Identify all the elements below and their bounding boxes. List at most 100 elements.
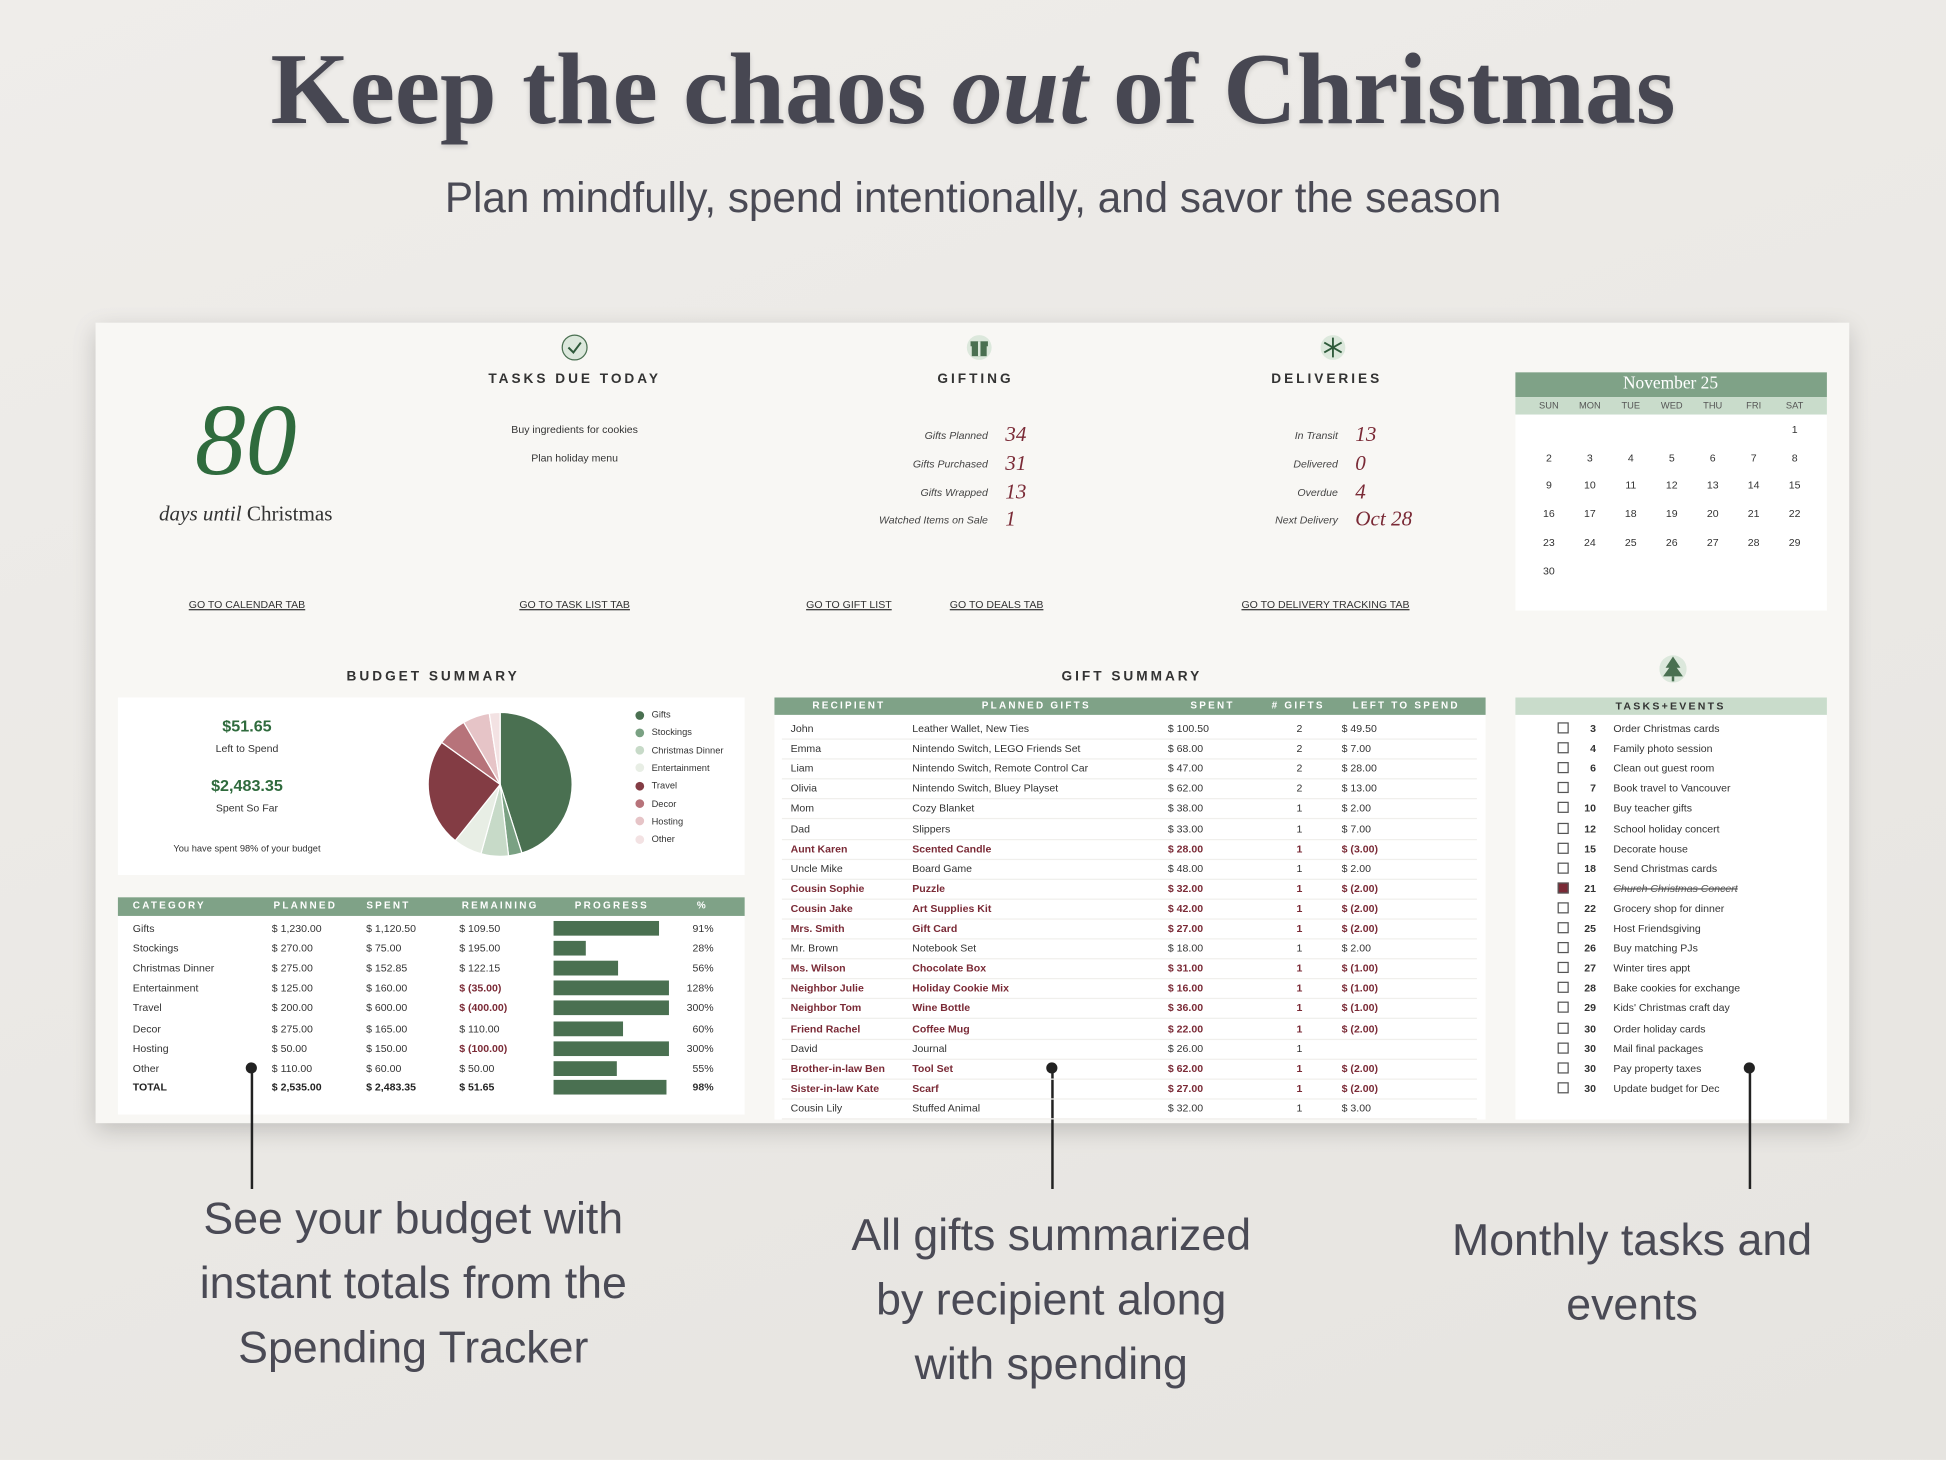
table-cell: $ (3.00) — [1341, 841, 1378, 855]
task-checkbox[interactable] — [1557, 922, 1569, 934]
stat-label: Gifts Purchased — [912, 457, 988, 470]
task-checkbox[interactable] — [1557, 942, 1569, 954]
calendar-day: 27 — [1706, 535, 1719, 549]
snowflake-icon — [1320, 335, 1346, 360]
task-checkbox[interactable] — [1557, 762, 1569, 774]
summary-value: $51.65 — [222, 716, 272, 736]
table-cell: Other — [132, 1061, 160, 1075]
calendar-weekday: SUN — [1539, 399, 1559, 412]
calendar-title: November 25 — [1622, 374, 1719, 394]
stat-value: 1 — [1005, 507, 1016, 532]
link[interactable]: GO TO CALENDAR TAB — [188, 597, 306, 611]
table-cell: $ (100.00) — [459, 1041, 508, 1055]
task-day: 30 — [1584, 1081, 1597, 1095]
task-checkbox[interactable] — [1557, 862, 1569, 874]
calendar-day: 20 — [1706, 507, 1719, 520]
callout-text: Spending Tracker — [238, 1321, 589, 1373]
task-checkbox[interactable] — [1557, 1022, 1569, 1034]
task-text: Book travel to Vancouver — [1613, 781, 1731, 795]
table-cell: $ 32.00 — [1167, 1101, 1204, 1115]
table-cell: Notebook Set — [912, 941, 977, 955]
task-checkbox[interactable] — [1557, 822, 1569, 834]
task-checkbox[interactable] — [1557, 962, 1569, 974]
table-cell: 1 — [1296, 901, 1303, 915]
task-text: Clean out guest room — [1613, 761, 1715, 775]
table-cell: $ 49.50 — [1341, 722, 1377, 735]
task-checkbox[interactable] — [1557, 882, 1569, 894]
task-text: Decorate house — [1613, 841, 1688, 855]
task-text: Order Christmas cards — [1613, 722, 1720, 735]
table-cell: $ 2,483.35 — [366, 1080, 417, 1094]
task-day: 12 — [1584, 821, 1597, 835]
table-cell: Scented Candle — [912, 841, 992, 855]
link[interactable]: GO TO TASK LIST TAB — [519, 597, 630, 611]
link[interactable]: GO TO DELIVERY TRACKING TAB — [1241, 597, 1410, 611]
table-cell: $ 36.00 — [1167, 1001, 1204, 1015]
calendar-day: 21 — [1747, 507, 1760, 520]
progress-track — [553, 980, 669, 996]
task-checkbox[interactable] — [1557, 742, 1569, 754]
calendar-header — [1515, 372, 1827, 398]
title-part: of Christmas — [1112, 32, 1676, 146]
calendar-day: 8 — [1791, 451, 1798, 464]
task-checkbox[interactable] — [1557, 1081, 1569, 1094]
table-cell: $ 27.00 — [1167, 921, 1204, 935]
task-due-item: Plan holiday menu — [531, 451, 619, 464]
table-cell: Cozy Blanket — [912, 801, 975, 815]
calendar-weekday: THU — [1703, 399, 1723, 412]
progress-percent: 60% — [692, 1021, 714, 1035]
task-day: 30 — [1584, 1041, 1597, 1055]
legend-label: Travel — [651, 779, 678, 792]
table-cell: Neighbor Julie — [790, 981, 864, 995]
table-cell: Olivia — [790, 781, 817, 795]
stat-value: 31 — [1005, 450, 1027, 475]
legend-label: Hosting — [651, 815, 684, 827]
table-cell: Mom — [790, 801, 815, 815]
legend-label: Other — [651, 833, 675, 845]
row-divider — [781, 1098, 1477, 1100]
task-text: Church Christmas Concert — [1613, 881, 1738, 895]
task-checkbox[interactable] — [1557, 722, 1569, 734]
task-checkbox[interactable] — [1557, 1002, 1569, 1014]
task-checkbox[interactable] — [1557, 842, 1569, 854]
table-cell: $ 75.00 — [366, 941, 402, 955]
link[interactable]: GO TO DEALS TAB — [949, 597, 1044, 611]
countdown-label-em: days until — [158, 502, 242, 526]
section-heading: GIFT SUMMARY — [1061, 669, 1203, 685]
task-checkbox[interactable] — [1557, 1061, 1569, 1074]
task-checkbox[interactable] — [1557, 902, 1569, 914]
task-checkbox[interactable] — [1557, 802, 1569, 814]
table-cell: $ (1.00) — [1341, 981, 1378, 995]
progress-bar — [553, 980, 669, 996]
table-cell: 1 — [1296, 1001, 1303, 1015]
task-checkbox[interactable] — [1557, 782, 1569, 794]
calendar-day: 2 — [1545, 451, 1552, 464]
column-header: PLANNED GIFTS — [981, 699, 1091, 712]
callout-text: events — [1566, 1278, 1698, 1330]
table-cell: Uncle Mike — [790, 861, 843, 875]
task-day: 21 — [1584, 881, 1597, 895]
stat-value: 13 — [1355, 422, 1377, 447]
table-cell: $ 51.65 — [459, 1080, 495, 1094]
table-cell: $ 1,230.00 — [271, 921, 322, 935]
section-heading: GIFTING — [937, 371, 1014, 387]
task-checkbox[interactable] — [1557, 982, 1569, 994]
table-cell: Mrs. Smith — [790, 921, 845, 935]
progress-track — [553, 960, 669, 976]
column-header: SPENT — [1190, 699, 1235, 712]
task-checkbox[interactable] — [1557, 1042, 1569, 1054]
table-cell: Decor — [132, 1021, 161, 1035]
table-cell: David — [790, 1041, 818, 1055]
link[interactable]: GO TO GIFT LIST — [806, 597, 892, 611]
stat-label: Gifts Wrapped — [920, 485, 988, 499]
countdown-label: days until Christmas — [159, 503, 333, 524]
section-heading: BUDGET SUMMARY — [346, 669, 520, 685]
row-divider — [781, 1018, 1477, 1020]
table-cell: Leather Wallet, New Ties — [912, 722, 1030, 735]
column-header: LEFT TO SPEND — [1352, 699, 1460, 712]
table-cell: $ 600.00 — [366, 1001, 408, 1015]
table-cell: Aunt Karen — [790, 841, 848, 855]
task-text: Mail final packages — [1613, 1041, 1704, 1055]
table-cell: Nintendo Switch, LEGO Friends Set — [912, 741, 1081, 755]
